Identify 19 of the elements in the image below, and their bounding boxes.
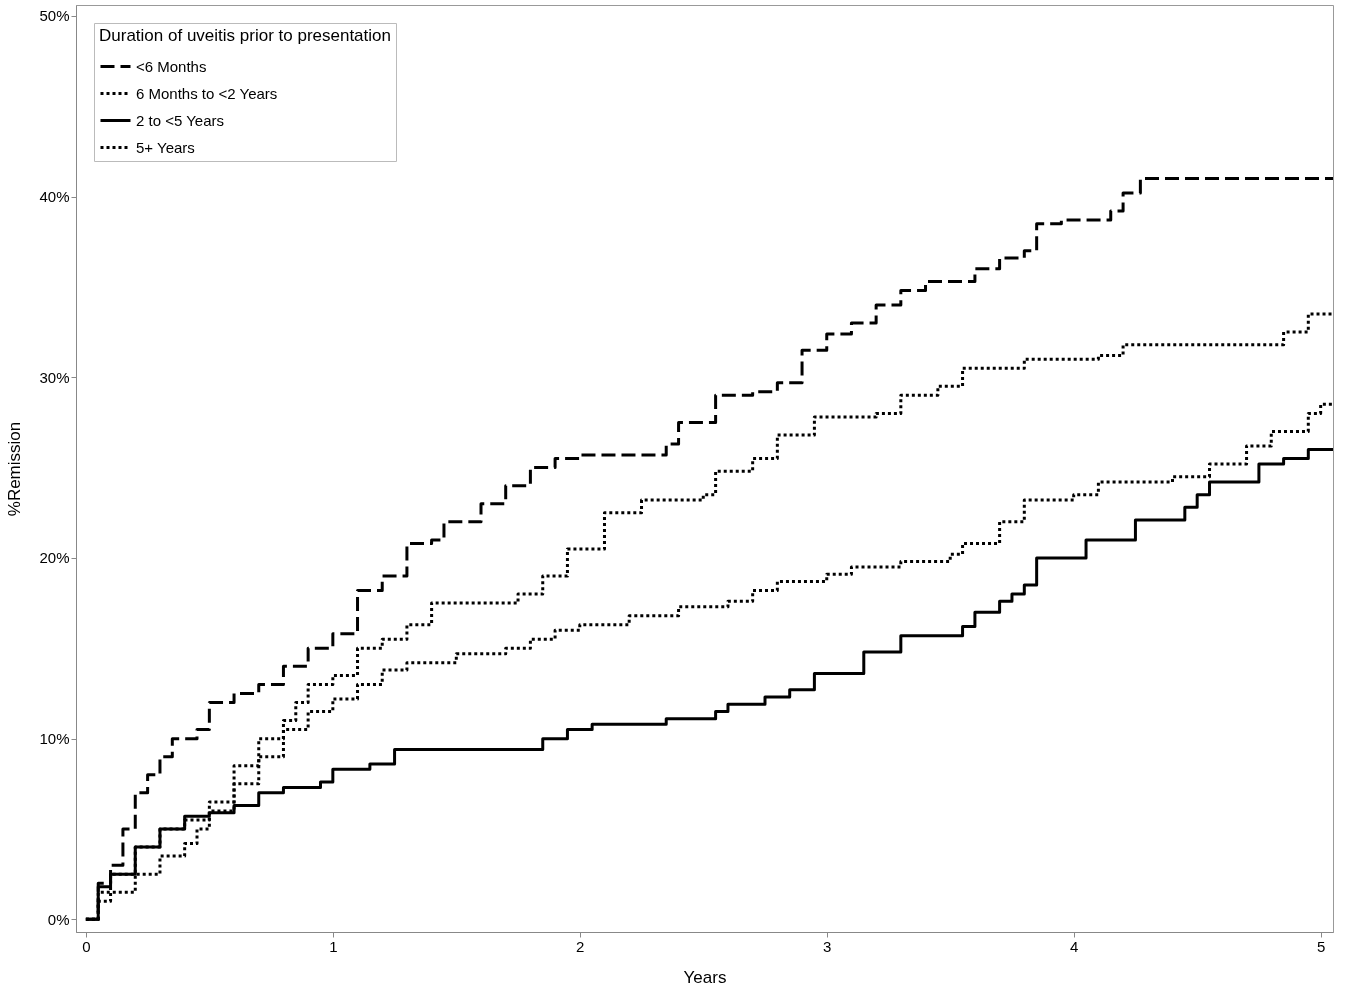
x-tick-label: 4: [1070, 937, 1079, 955]
y-tick-label: 30%: [39, 368, 70, 386]
y-tick-label: 50%: [39, 7, 70, 25]
legend-title: Duration of uveitis prior to presentation: [99, 26, 391, 45]
y-tick-label: 20%: [39, 549, 70, 567]
x-tick-label: 2: [576, 937, 585, 955]
x-tick-label: 5: [1316, 937, 1326, 955]
legend-label: 6 Months to <2 Years: [136, 84, 278, 102]
x-axis-title: Years: [683, 967, 727, 987]
x-tick-label: 1: [329, 937, 338, 955]
y-tick-label: 10%: [39, 730, 70, 748]
legend-label: <6 Months: [136, 57, 207, 75]
y-tick-label: 0%: [47, 910, 70, 928]
x-tick-label: 3: [823, 937, 832, 955]
legend-label: 2 to <5 Years: [136, 111, 224, 129]
x-tick-label: 0: [82, 937, 91, 955]
y-axis-title: %Remission: [5, 421, 25, 517]
y-tick-label: 40%: [39, 188, 70, 206]
legend-label: 5+ Years: [136, 138, 195, 156]
